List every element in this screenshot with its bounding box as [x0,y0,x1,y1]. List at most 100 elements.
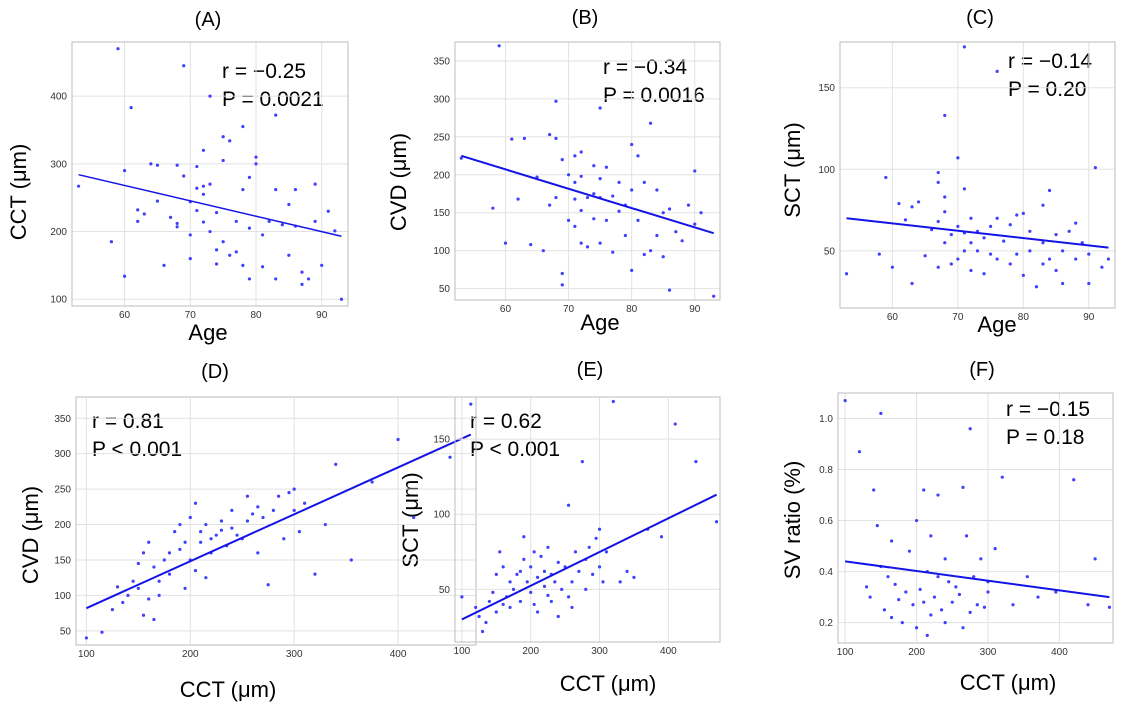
panel-b-data-point [636,218,640,222]
panel-f-data-point [889,615,894,620]
panel-d-data-point [136,561,140,566]
panel-f-data-point [936,575,940,579]
panel-b-data-point [630,188,634,192]
panel-d-data-point [292,508,296,512]
panel-a-data-point [208,229,212,234]
panel-c-data-point [956,224,960,229]
panel-c-x-tick-label: 80 [1018,312,1030,323]
panel-a-data-point [267,219,271,223]
panel-c-data-point [916,200,921,204]
panel-e-data-point [556,614,560,619]
panel-e-data-point [694,460,698,464]
panel-a-data-point [274,277,278,281]
panel-f-data-point [925,633,929,637]
panel-c-data-point [1034,285,1039,289]
panel-f-data-point [975,603,979,607]
panel-d-plot-area: 100 200 300 400 50 100 150 200 250 300 350 [54,396,477,660]
panel-a-data-point [214,248,219,252]
panel-e-y-tick-label: 50 [439,585,451,596]
panel-f-data-point [1072,478,1076,482]
panel-e-y-tick-label: 150 [433,435,450,446]
panel-b-p-value: P = 0.0016 [603,84,705,107]
panel-a-data-point [201,192,206,196]
panel-d-r-value: r = 0.81 [92,410,164,433]
panel-d-frame [75,396,477,646]
panel-a-data-point [241,263,245,267]
panel-a-data-point [182,64,186,68]
panel-e-data-point [518,569,522,573]
panel-b-plot-area: 60 70 80 90 50 100 150 200 250 300 350 [433,41,721,315]
panel-e-data-point [594,536,598,540]
panel-b-data-point [491,206,495,210]
panel-e-data-point [597,565,602,569]
panel-d-title: (D) [201,361,229,383]
panel-d-data-point [152,617,156,622]
panel-e-x-axis-label: CCT (μm) [560,671,657,696]
panel-b-data-point [667,288,672,292]
panel-c-x-tick-label: 60 [887,312,899,323]
panel-b-x-tick-label: 60 [500,304,512,315]
panel-f-data-point [900,620,904,625]
panel-e: (E) r = 0.62 P < 0.001 SCT (μm) CCT (μm) [398,359,656,696]
panel-e-data-point [460,595,464,599]
panel-b-data-point [661,255,665,259]
panel-c-data-point [949,232,953,237]
panel-e-data-point [632,575,636,579]
panel-e-data-point [494,610,498,614]
panel-d-data-point [245,519,250,523]
panel-c-data-point [1087,252,1091,256]
panel-b-data-point [541,249,545,253]
panel-f-data-point [897,598,901,602]
panel-f-data-point [886,575,890,579]
panel-f-data-point [872,488,876,492]
panel-a-data-point [109,240,114,244]
panel-a-data-point [247,277,252,281]
panel-a-data-point [129,106,133,110]
panel-a-data-point [188,257,192,261]
panel-d-data-point [121,600,125,605]
panel-a-x-axis-label: Age [188,320,227,345]
panel-b-x-tick-label: 80 [626,304,638,315]
panel-e-data-point [474,605,478,610]
panel-f-data-point [922,600,926,604]
panel-e-data-point [587,545,591,549]
panel-e-data-point [494,572,498,576]
panel-b-x-tick-label: 90 [689,304,701,315]
panel-b-data-point [667,207,672,211]
panel-b-data-point [611,194,615,198]
panel-a-data-point [195,186,199,190]
panel-a-y-axis-label: CCT (μm) [6,144,31,241]
panel-f-x-tick-label: 200 [908,647,925,658]
panel-c-data-point [1087,281,1091,286]
panel-b-data-point [642,252,646,257]
panel-c-data-point [1041,241,1045,245]
panel-b-data-point [592,164,596,168]
panel-c-data-point [943,113,947,118]
panel-b-y-tick-label: 350 [433,56,450,67]
panel-e-data-point [522,557,526,561]
panel-c-data-point [1100,265,1104,269]
panel-f-data-point [932,595,937,599]
panel-b-y-tick-label: 150 [433,208,450,219]
panel-d-x-tick-label: 200 [182,649,199,660]
panel-d-data-point [147,597,151,601]
panel-e-data-point [673,422,677,426]
panel-f-r-value: r = −0.15 [1006,398,1090,421]
panel-d-data-point [219,528,224,532]
panel-f-data-point [982,605,987,609]
panel-e-data-point [539,554,543,558]
panel-c-data-point [1067,229,1071,233]
panel-e-frame [454,396,721,643]
panel-f-data-point [968,427,972,431]
panel-b-regression-line [461,154,714,235]
panel-d-data-point [256,505,260,509]
panel-f-data-point [993,547,997,551]
panel-c-y-axis-label: SCT (μm) [780,122,805,217]
panel-d-data-point [412,515,416,520]
panel-d-y-tick-label: 300 [54,449,71,460]
panel-a-x-tick-label: 60 [119,310,131,321]
panel-d-x-axis-label: CCT (μm) [180,677,277,702]
panel-d-data-point [100,630,104,634]
panel-a-regression-line [78,173,342,238]
panel-f-data-point [1107,605,1112,609]
